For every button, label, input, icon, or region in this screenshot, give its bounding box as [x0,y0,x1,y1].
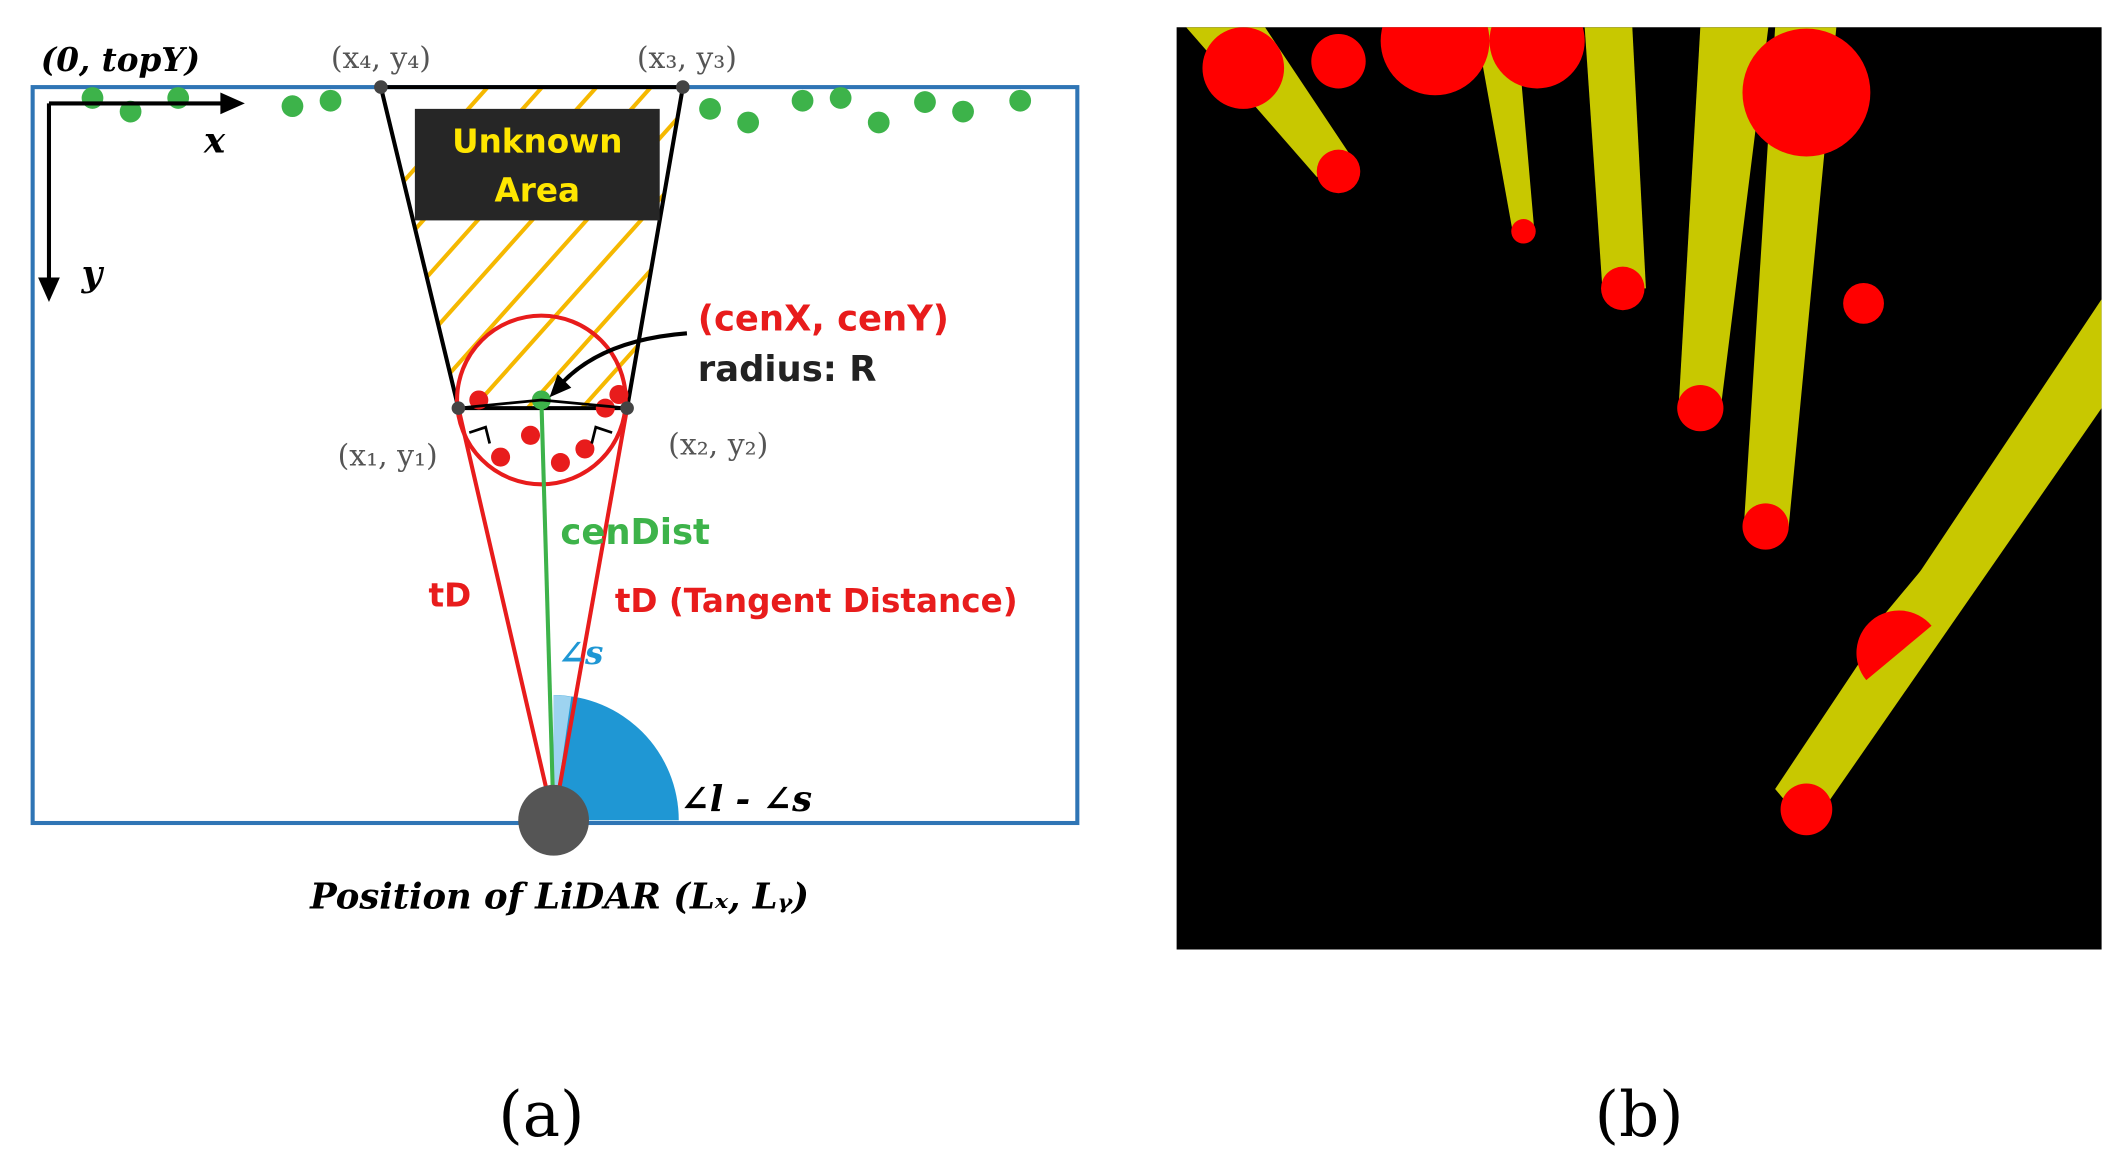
caption: (b) [1595,1078,1684,1151]
lidar-label: Position of LiDAR (Lₓ, Lᵧ) [309,877,809,918]
angle-sector [553,695,679,821]
angle-label: ∠l - ∠s [680,779,812,820]
unknown-label: Unknown [452,122,622,160]
green-dots [81,87,1032,134]
axis-label: x [203,120,226,161]
red-dots [469,385,629,473]
right-angle [468,425,613,444]
chord [458,398,628,410]
corner-label: (x₂, y₂) [668,427,768,462]
tangent-line [456,407,556,821]
panel-a: Unknown Area (0, topY) x y (x₄, y₄) (x₃,… [30,40,1080,1151]
panel-b: (b) [1176,27,2102,1151]
td-label: tD (Tangent Distance) [615,582,1018,620]
axis-label: y [81,254,105,295]
unknown-box [414,108,660,221]
angle-label: ∠s [558,633,604,672]
corner-label: (x₁, y₁) [338,438,438,473]
corner-label: (x₃, y₃) [637,41,737,76]
corner-label: (x₄, y₄) [331,41,431,76]
center-label: (cenX, cenY) [698,299,949,340]
tangent-line [551,407,630,821]
td-label: tD [428,577,471,615]
radius-label: radius: R [698,349,877,390]
origin-label: (0, topY) [41,40,200,79]
axes [38,92,245,303]
pointer [556,331,688,390]
center-line [539,399,556,821]
cen-dist-label: cenDist [560,512,710,553]
beams [1186,27,2102,836]
caption: (a) [498,1078,584,1151]
unknown-label: Area [495,171,580,209]
lidar [518,784,589,856]
